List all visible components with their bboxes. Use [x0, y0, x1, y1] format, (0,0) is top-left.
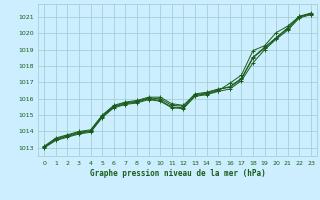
X-axis label: Graphe pression niveau de la mer (hPa): Graphe pression niveau de la mer (hPa): [90, 169, 266, 178]
